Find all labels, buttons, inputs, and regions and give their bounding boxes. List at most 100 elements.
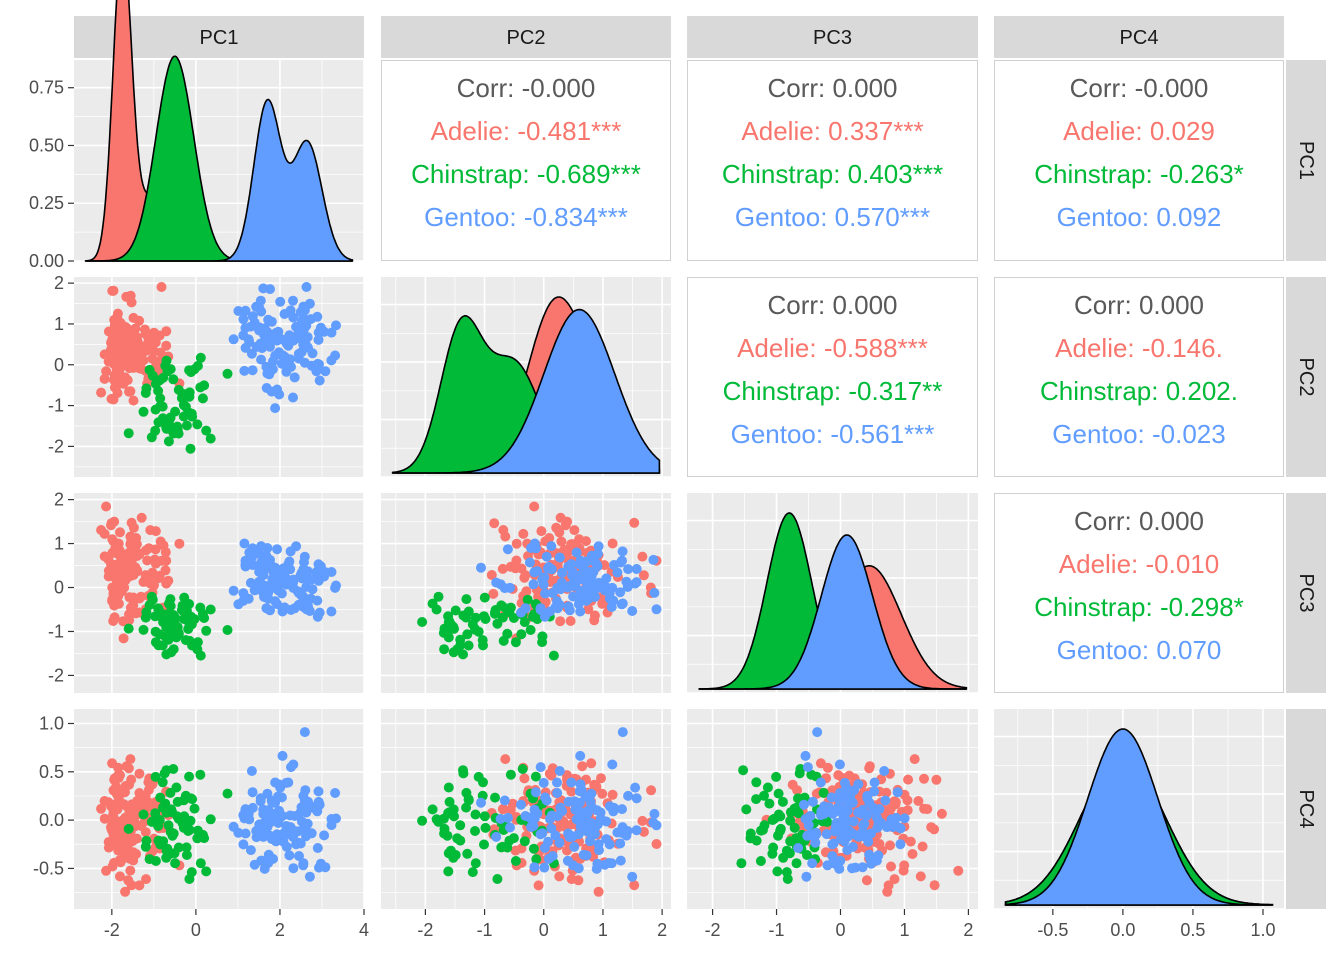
point-adelie <box>101 501 112 512</box>
point-gentoo <box>238 314 249 325</box>
point-gentoo <box>601 573 612 584</box>
point-chinstrap <box>201 625 212 636</box>
point-gentoo <box>266 386 277 397</box>
x-tick-label: 1 <box>598 920 608 940</box>
column-strip-pc3: PC3 <box>687 16 978 58</box>
point-adelie <box>124 386 134 397</box>
point-gentoo <box>314 375 325 386</box>
point-chinstrap <box>184 825 195 835</box>
point-chinstrap <box>479 811 490 822</box>
point-chinstrap <box>199 380 210 391</box>
point-chinstrap <box>508 833 519 844</box>
point-adelie <box>560 520 571 531</box>
point-gentoo <box>277 750 288 761</box>
point-chinstrap <box>166 647 177 658</box>
point-adelie <box>128 808 139 819</box>
point-chinstrap <box>443 782 454 793</box>
point-gentoo <box>799 799 809 810</box>
corr-adelie: Adelie: -0.481*** <box>431 116 622 146</box>
point-gentoo <box>539 862 550 873</box>
point-adelie <box>109 370 120 381</box>
row-strip-pc2: PC2 <box>1286 277 1326 477</box>
point-gentoo <box>258 283 269 294</box>
point-gentoo <box>623 564 634 575</box>
point-gentoo <box>268 356 278 367</box>
point-adelie <box>646 785 657 796</box>
point-chinstrap <box>773 830 783 841</box>
scatter-panel-pc2-pc3 <box>381 493 671 693</box>
point-adelie <box>107 594 118 605</box>
point-chinstrap <box>791 833 802 844</box>
point-gentoo <box>273 791 283 802</box>
point-chinstrap <box>433 591 444 602</box>
point-chinstrap <box>516 629 527 640</box>
point-gentoo <box>476 562 486 573</box>
point-gentoo <box>254 576 265 587</box>
x-tick-label: 2 <box>275 920 285 940</box>
point-chinstrap <box>163 804 174 815</box>
column-strip-label: PC2 <box>507 27 546 49</box>
point-gentoo <box>872 822 883 833</box>
point-adelie <box>629 880 640 891</box>
point-gentoo <box>895 839 906 850</box>
row-strip-label: PC1 <box>1295 141 1317 180</box>
point-chinstrap <box>431 814 442 825</box>
point-adelie <box>107 334 118 345</box>
point-gentoo <box>555 584 566 595</box>
corr-overall: Corr: -0.000 <box>457 73 596 103</box>
point-gentoo <box>834 795 845 806</box>
x-tick-label: 1 <box>899 920 909 940</box>
corr-adelie: Adelie: -0.146. <box>1055 333 1223 363</box>
point-gentoo <box>554 599 565 610</box>
point-gentoo <box>272 544 283 555</box>
point-gentoo <box>621 830 632 841</box>
point-gentoo <box>566 559 577 570</box>
x-tick-label: 2 <box>963 920 973 940</box>
point-chinstrap <box>537 637 548 648</box>
point-adelie <box>566 786 577 797</box>
point-chinstrap <box>528 843 539 854</box>
point-gentoo <box>839 777 850 788</box>
point-gentoo <box>331 580 341 591</box>
density-panel-pc4 <box>994 709 1284 910</box>
point-chinstrap <box>150 637 161 648</box>
point-chinstrap <box>195 352 206 363</box>
point-gentoo <box>802 762 813 773</box>
point-gentoo <box>529 813 540 824</box>
point-adelie <box>163 575 174 586</box>
point-adelie <box>123 561 134 572</box>
point-gentoo <box>286 762 296 773</box>
point-gentoo <box>539 611 550 622</box>
point-chinstrap <box>150 856 161 866</box>
point-chinstrap <box>195 769 206 780</box>
point-gentoo <box>571 547 582 558</box>
point-adelie <box>99 349 110 360</box>
point-chinstrap <box>458 649 468 660</box>
point-gentoo <box>288 392 298 403</box>
point-chinstrap <box>158 836 169 847</box>
point-gentoo <box>526 543 536 553</box>
point-chinstrap <box>168 764 179 774</box>
point-gentoo <box>273 818 284 828</box>
point-chinstrap <box>479 611 489 622</box>
point-adelie <box>112 308 123 319</box>
point-gentoo <box>247 787 258 798</box>
point-gentoo <box>557 567 568 578</box>
point-adelie <box>486 570 497 580</box>
point-chinstrap <box>147 816 158 827</box>
point-gentoo <box>275 296 286 307</box>
point-gentoo <box>538 579 549 590</box>
point-adelie <box>953 865 964 876</box>
point-gentoo <box>554 552 565 563</box>
point-adelie <box>103 326 114 337</box>
point-adelie <box>109 320 120 331</box>
point-gentoo <box>615 587 626 598</box>
point-adelie <box>864 761 875 772</box>
point-adelie <box>554 871 565 882</box>
point-chinstrap <box>741 804 752 815</box>
point-gentoo <box>575 555 586 566</box>
point-gentoo <box>270 403 281 414</box>
point-gentoo <box>540 588 551 599</box>
point-adelie <box>99 551 110 562</box>
point-gentoo <box>648 554 659 565</box>
